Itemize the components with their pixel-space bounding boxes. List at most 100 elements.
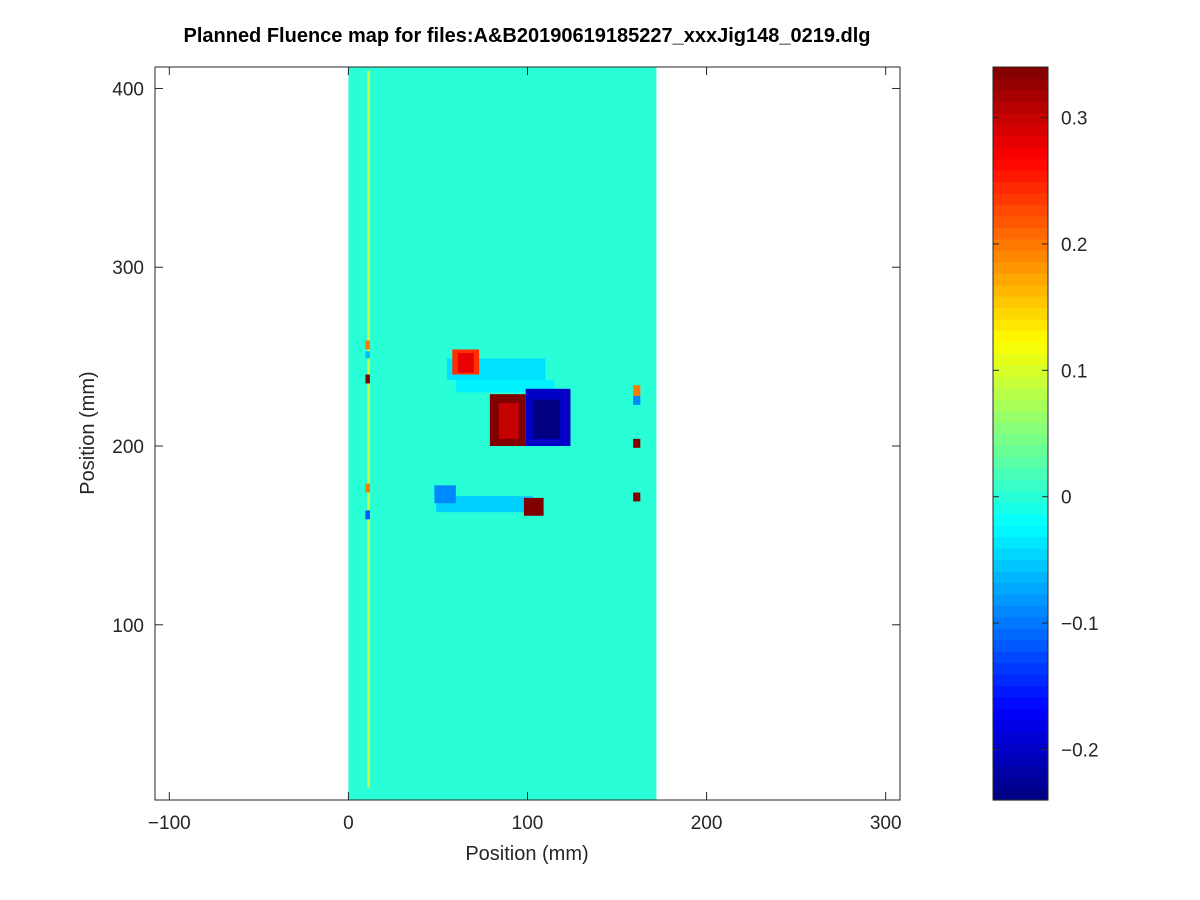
colorbar-segment [993,593,1048,606]
colorbar-segment [993,215,1048,228]
fluence-right-mark-2 [633,395,641,405]
fluence-left-mark-3 [365,374,370,384]
colorbar-segment [993,708,1048,721]
x-tick-label: 100 [512,813,544,834]
fluence-left-mark-1 [365,340,370,350]
colorbar-segment [993,67,1048,80]
colorbar-segment [993,582,1048,595]
colorbar-segment [993,605,1048,618]
y-axis-label: Position (mm) [77,371,99,494]
colorbar-segment [993,742,1048,755]
colorbar-segment [993,387,1048,400]
colorbar-segment [993,422,1048,435]
colorbar-segment [993,570,1048,583]
colorbar-segment [993,525,1048,538]
colorbar-segment [993,124,1048,137]
y-tick-label: 100 [112,616,144,637]
fluence-left-line-upper [367,70,370,788]
colorbar-segment [993,181,1048,194]
colorbar-segment [993,227,1048,240]
fluence-center-cold-core [532,399,560,439]
colorbar-segment [993,674,1048,687]
colorbar: −0.2 −0.1 0 0.1 0.2 0.3 [992,66,1099,801]
colorbar-segment [993,765,1048,778]
colorbar-segment [993,250,1048,263]
colorbar-frame [992,66,1049,801]
y-tick-label: 300 [112,258,144,279]
colorbar-segment [993,238,1048,251]
colorbar-segment [993,479,1048,492]
colorbar-segment [993,502,1048,515]
colorbar-segment [993,204,1048,217]
colorbar-segment [993,158,1048,171]
colorbar-segment [993,754,1048,767]
colorbar-tick-label: −0.2 [1061,740,1099,761]
colorbar-segment [993,616,1048,629]
fluence-lower-cold-blob [434,485,456,504]
fluence-left-mark-2 [365,351,370,359]
fluence-left-mark-4 [365,483,370,493]
colorbar-segment [993,318,1048,332]
x-tick-label: 300 [870,813,902,834]
fluence-right-mark-4 [633,492,641,502]
colorbar-tick-label: 0.3 [1061,109,1087,130]
colorbar-segment [993,296,1048,309]
colorbar-segment [993,444,1048,458]
x-tick-label: −100 [148,813,191,834]
colorbar-segment [993,467,1048,480]
colorbar-segment [993,364,1048,377]
colorbar-tick-label: 0.1 [1061,361,1087,382]
colorbar-segment [993,112,1048,125]
colorbar-segment [993,651,1048,664]
colorbar-segment [993,135,1048,148]
x-axis-label: Position (mm) [465,843,588,865]
x-axis: −100 0 100 200 300 [148,67,902,834]
colorbar-segment [993,284,1048,297]
colorbar-tick-label: 0.2 [1061,235,1087,256]
colorbar-segment [993,341,1048,354]
chart-title: Planned Fluence map for files:A&B2019061… [183,25,870,47]
y-tick-label: 400 [112,79,144,100]
colorbar-segment [993,399,1048,412]
colorbar-segment [993,261,1048,274]
colorbar-segment [993,433,1048,446]
x-tick-label: 0 [343,813,354,834]
colorbar-segment [993,170,1048,183]
fluence-right-mark-1 [633,385,641,396]
fluence-right-mark-3 [633,438,641,448]
fluence-left-mark-5 [365,510,370,520]
x-tick-label: 200 [691,813,723,834]
colorbar-segment [993,559,1048,572]
colorbar-segment [993,307,1048,320]
colorbar-segment [993,719,1048,732]
y-tick-label: 200 [112,437,144,458]
colorbar-segment [993,101,1048,114]
y-axis: 100 200 300 400 [112,79,900,637]
colorbar-segment [993,456,1048,469]
colorbar-segment [993,696,1048,709]
colorbar-segment [993,628,1048,641]
colorbar-segment [993,777,1048,790]
colorbar-segment [993,376,1048,389]
colorbar-tick-label: −0.1 [1061,614,1099,635]
fluence-center-hot-core [498,403,519,439]
colorbar-segment [993,78,1048,91]
colorbar-segment [993,273,1048,286]
fluence-lower-band [436,496,533,513]
colorbar-tick-label: 0 [1061,488,1072,509]
colorbar-segment [993,639,1048,652]
colorbar-segment [993,731,1048,744]
colorbar-segment [993,548,1048,561]
colorbar-segment [993,490,1048,503]
colorbar-segment [993,147,1048,160]
heatmap-layer [348,67,657,800]
colorbar-segment [993,685,1048,698]
fluence-upper-hot-core [457,353,474,373]
colorbar-segment [993,330,1048,343]
colorbar-segment [993,536,1048,549]
fluence-lower-hot-spot [523,497,544,516]
colorbar-segment [993,662,1048,675]
colorbar-segment [993,788,1048,801]
